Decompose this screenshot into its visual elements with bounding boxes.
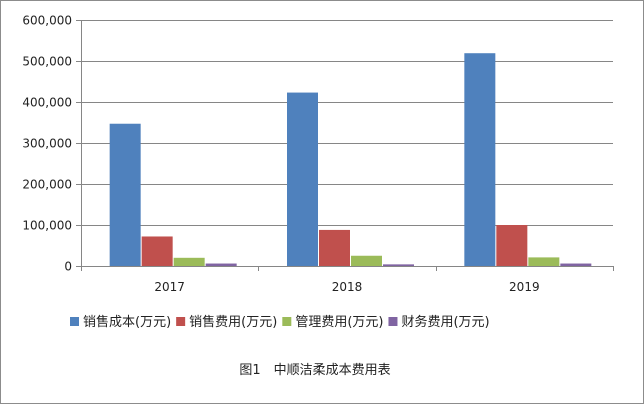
bar (109, 123, 141, 266)
legend-swatch (282, 317, 292, 326)
y-tick-label: 100,000 (22, 219, 72, 233)
grid-layer (81, 20, 613, 267)
x-tick-label: 2017 (154, 280, 185, 294)
legend-swatch (70, 317, 79, 326)
chart-caption: 图1 中顺洁柔成本费用表 (239, 363, 390, 378)
legend-label: 销售费用(万元) (189, 314, 277, 330)
bar (464, 53, 496, 267)
bar (173, 257, 205, 266)
bar (528, 257, 560, 266)
bar (383, 264, 414, 266)
x-tick-label: 2019 (509, 280, 540, 294)
y-tick-label: 300,000 (22, 137, 72, 151)
y-tick-label: 500,000 (22, 55, 72, 69)
legend-label: 管理费用(万元) (295, 315, 383, 330)
legend-swatch (388, 317, 398, 326)
bars-layer (109, 53, 592, 267)
bar (560, 263, 592, 266)
y-tick-label: 600,000 (22, 14, 72, 28)
bar (496, 225, 528, 266)
axis-layer: 0 100,000 200,000 300,000 400,000 500,000 600,… (22, 14, 614, 294)
legend-swatch (176, 317, 186, 326)
bar (351, 255, 382, 266)
bar (205, 263, 237, 266)
legend: 销售成本(万元) 销售费用(万元) 管理费用(万元) 财务费用(万元) (70, 314, 490, 330)
y-tick-label: 0 (64, 260, 72, 274)
y-tick-label: 200,000 (22, 178, 72, 192)
legend-label: 财务费用(万元) (401, 314, 489, 330)
bar (319, 229, 350, 266)
legend-label: 销售成本(万元) (83, 314, 171, 330)
bar (287, 92, 318, 266)
y-tick-label: 400,000 (22, 96, 72, 110)
bar (141, 236, 173, 266)
x-tick-label: 2018 (332, 280, 363, 294)
